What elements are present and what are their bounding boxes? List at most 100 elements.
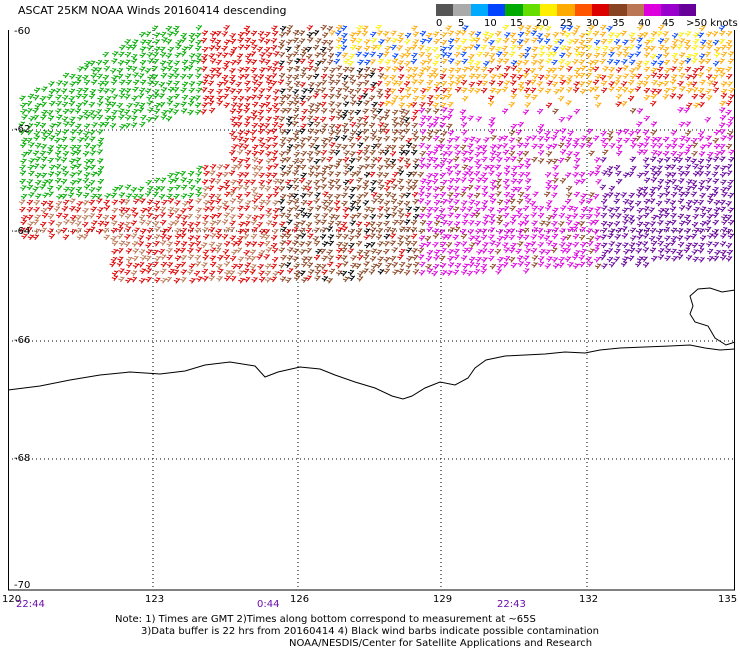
- wind-barb: [180, 101, 187, 108]
- wind-barb: [615, 227, 623, 234]
- wind-barb: [461, 66, 469, 73]
- wind-barb: [305, 136, 313, 142]
- wind-barb: [140, 79, 147, 86]
- wind-barb: [403, 128, 411, 135]
- wind-barb: [412, 135, 420, 142]
- wind-barb: [588, 150, 595, 157]
- wind-barb: [404, 38, 411, 45]
- legend-swatch: [505, 4, 523, 16]
- wind-barb: [663, 242, 671, 249]
- wind-barb: [378, 39, 385, 45]
- wind-barb: [342, 179, 350, 186]
- wind-barb: [594, 206, 601, 213]
- wind-barb: [656, 66, 664, 73]
- wind-barb: [433, 38, 441, 45]
- wind-barb: [250, 30, 258, 37]
- wind-barb: [488, 234, 495, 241]
- wind-barb: [160, 86, 168, 93]
- wind-barb: [424, 199, 432, 206]
- wind-barb: [145, 255, 152, 262]
- wind-barb: [712, 137, 720, 144]
- wind-barb: [314, 52, 322, 59]
- wind-barb: [356, 81, 363, 88]
- wind-barb: [160, 114, 167, 121]
- wind-barb: [335, 37, 343, 44]
- wind-barb: [475, 177, 483, 184]
- wind-barb: [558, 74, 565, 81]
- wind-barb: [195, 214, 202, 220]
- wind-barb: [214, 45, 222, 52]
- wind-barb: [704, 220, 712, 226]
- wind-barb: [627, 79, 635, 86]
- wind-barb: [333, 214, 340, 221]
- wind-barb: [251, 101, 259, 108]
- wind-barb: [77, 114, 84, 121]
- wind-barb: [229, 255, 237, 262]
- wind-barb: [42, 192, 49, 199]
- legend-swatch: [643, 4, 662, 16]
- wind-barb: [39, 150, 47, 157]
- wind-barb: [432, 72, 439, 79]
- wind-barb: [389, 233, 397, 239]
- wind-barb: [326, 136, 334, 143]
- wind-barb: [237, 158, 244, 165]
- wind-barb: [615, 144, 623, 151]
- wind-barb: [291, 240, 299, 247]
- wind-barb: [229, 130, 236, 137]
- wind-barb: [299, 100, 306, 107]
- wind-barb: [272, 88, 280, 95]
- wind-barb: [431, 67, 438, 74]
- wind-barb: [230, 179, 237, 186]
- wind-barb: [517, 31, 525, 38]
- wind-barb: [180, 276, 187, 283]
- wind-barb: [187, 247, 194, 254]
- wind-barb: [158, 248, 165, 255]
- wind-barb: [488, 45, 496, 52]
- wind-barb: [510, 80, 517, 86]
- wind-barb: [642, 157, 650, 163]
- wind-barb: [664, 164, 671, 171]
- wind-barb: [559, 228, 566, 234]
- wind-barb: [201, 192, 209, 199]
- wind-barb: [384, 226, 392, 233]
- wind-barb: [461, 58, 468, 65]
- wind-barb: [130, 220, 138, 227]
- wind-barb: [643, 45, 651, 52]
- wind-barb: [159, 51, 167, 58]
- wind-barb: [123, 207, 131, 214]
- wind-barb: [125, 114, 132, 121]
- wind-barb: [460, 79, 468, 86]
- wind-barb: [578, 72, 586, 79]
- legend-labels: 0 5 10 15 20 25 30 35 40 45 >50 knots: [436, 18, 740, 30]
- wind-barb: [627, 53, 635, 60]
- wind-barb: [432, 172, 439, 179]
- wind-barb: [460, 30, 467, 36]
- wind-barb: [629, 73, 637, 80]
- wind-barb: [208, 226, 216, 233]
- wind-barb: [683, 170, 690, 177]
- wind-barb: [382, 149, 390, 156]
- wind-barb: [368, 72, 375, 79]
- wind-barb: [382, 123, 389, 129]
- wind-barb: [231, 156, 238, 163]
- wind-barb: [174, 263, 182, 270]
- wind-barb: [483, 137, 490, 143]
- wind-barb: [313, 129, 320, 136]
- wind-barb: [361, 128, 369, 135]
- wind-barb: [152, 93, 160, 99]
- wind-barb: [202, 164, 209, 171]
- wind-barb: [494, 164, 502, 171]
- wind-barb: [419, 219, 427, 226]
- wind-barb: [243, 107, 250, 114]
- wind-barb: [595, 73, 602, 80]
- wind-barb: [641, 32, 649, 38]
- wind-barb: [320, 51, 327, 58]
- wind-barb: [536, 227, 544, 234]
- wind-barb: [508, 101, 516, 108]
- wind-barb: [328, 213, 336, 220]
- wind-barb: [272, 30, 279, 37]
- wind-barb: [425, 179, 432, 186]
- wind-barb: [431, 149, 439, 156]
- wind-barb: [424, 66, 432, 72]
- wind-barb: [382, 74, 389, 81]
